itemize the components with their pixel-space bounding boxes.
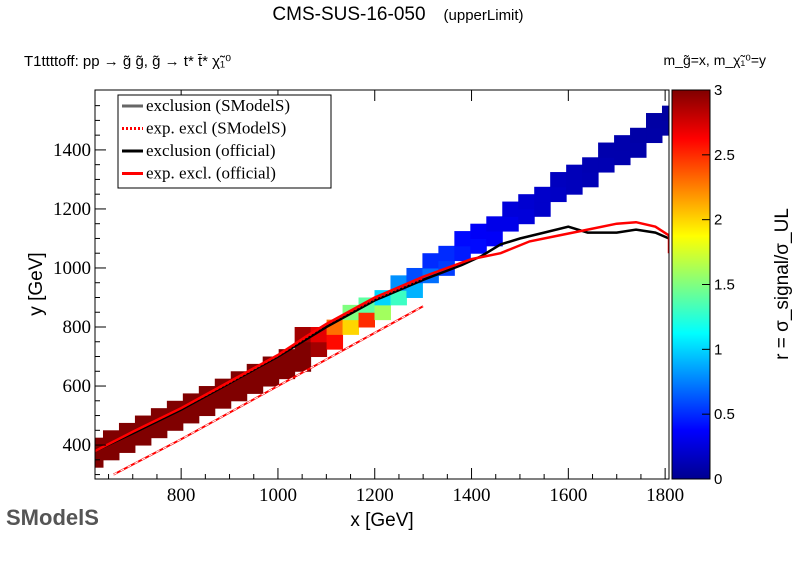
exp-excl-smodels-curve — [95, 277, 424, 452]
heatmap-cell — [342, 319, 360, 335]
heatmap-cell — [310, 341, 328, 358]
x-tick-label: 800 — [167, 485, 196, 506]
heatmap-cell — [182, 408, 200, 424]
heatmap-cell — [518, 208, 535, 225]
heatmap-cell — [134, 430, 152, 446]
heatmap-cell — [534, 186, 551, 203]
heatmap-cell — [534, 201, 551, 217]
color-scale-axis: 0 0.5 1 1.5 2 2.5 3 — [702, 82, 735, 488]
heatmap-cell — [614, 149, 631, 166]
z-tick-label: 2 — [714, 212, 722, 229]
y-axis: 400 600 800 1000 1200 1400 — [53, 105, 106, 476]
heatmap-cell — [502, 216, 519, 232]
heatmap-cell — [214, 393, 232, 409]
heatmap-cell — [630, 142, 647, 158]
heatmap-cell — [422, 253, 439, 269]
heatmap-cell — [646, 113, 663, 129]
heatmap-cell — [502, 201, 519, 217]
y-tick-label: 1000 — [53, 258, 91, 279]
heatmap-cell — [374, 304, 391, 321]
legend-label: exclusion (SModelS) — [146, 96, 290, 115]
heatmap-cell — [118, 437, 136, 453]
heatmap-cell — [438, 245, 455, 262]
x-tick-label: 1600 — [549, 485, 587, 506]
contour-curves — [95, 220, 669, 476]
heatmap-cell — [150, 422, 168, 439]
heatmap-cell — [230, 386, 248, 402]
heatmap-cell — [646, 127, 663, 144]
process-label: T1ttttoff: pp → g̃ g̃, g̃ → t* t̄* χ̃₁⁰ — [24, 53, 232, 70]
heatmap-cell — [246, 378, 264, 394]
heatmap-cell — [614, 135, 631, 151]
z-tick-label: 1 — [714, 341, 722, 358]
heatmap-cell — [566, 179, 583, 195]
axis-mapping-note: m_g̃=x, m_χ̃₁⁰=y — [663, 52, 767, 68]
heatmap-cell — [166, 415, 184, 431]
y-axis-label: y [GeV] — [26, 252, 47, 315]
heatmap-cell — [661, 105, 669, 121]
heatmap-cell — [598, 157, 615, 173]
z-tick-label: 0.5 — [714, 406, 735, 423]
smodels-logo: SModelS — [6, 505, 99, 530]
heatmap-cell — [470, 223, 487, 239]
y-tick-label: 600 — [63, 376, 92, 397]
x-tick-label: 1200 — [356, 485, 394, 506]
heatmap-cell — [390, 290, 407, 306]
heatmap-cell — [198, 400, 216, 417]
heatmap-cell — [454, 245, 471, 262]
heatmap-cell — [486, 216, 503, 232]
plot-frame — [94, 89, 670, 480]
z-tick-label: 1.5 — [714, 277, 735, 294]
exp-excl-smodels-lower-curve — [113, 305, 424, 476]
legend-label: exp. excl. (official) — [146, 164, 276, 183]
heatmap-cell — [486, 231, 503, 247]
z-tick-label: 2.5 — [714, 147, 735, 164]
x-axis-label: x [GeV] — [350, 510, 413, 531]
y-tick-label: 1200 — [53, 199, 91, 220]
legend: exclusion (SModelS) exp. excl (SModelS) ex… — [117, 94, 332, 189]
subtitle: (upperLimit) — [443, 7, 524, 24]
analysis-id: CMS-SUS-16-050 — [272, 4, 426, 25]
z-tick-label: 3 — [714, 82, 722, 99]
heatmap-cell — [598, 142, 615, 158]
x-axis: 800 1000 1200 1400 1600 1800 — [108, 90, 684, 506]
heatmap-cell — [518, 194, 535, 210]
heatmap-cell — [294, 356, 312, 372]
heatmap-cell — [454, 231, 471, 247]
heatmap-cell — [262, 371, 280, 387]
heatmap-cell — [326, 334, 344, 350]
x-tick-label: 1800 — [646, 485, 684, 506]
exclusion-official-curve — [95, 225, 669, 453]
heatmap-cell — [406, 282, 423, 298]
x-tick-label: 1000 — [259, 485, 297, 506]
exp-excl-official-curve — [95, 220, 669, 453]
heatmap-cell — [102, 445, 120, 461]
z-tick-label: 0 — [714, 471, 722, 488]
heatmap-cell — [630, 127, 647, 144]
heatmap-cells — [95, 105, 669, 468]
heatmap-cell — [550, 186, 567, 203]
legend-box — [117, 94, 332, 189]
legend-label: exclusion (official) — [146, 141, 276, 160]
x-tick-label: 1400 — [453, 485, 491, 506]
z-axis-label: r = σ_signal/σ_UL — [772, 208, 793, 360]
heatmap-cell — [294, 341, 312, 358]
heatmap-cell — [278, 363, 296, 380]
heatmap-cell — [582, 157, 599, 173]
heatmap-cell — [566, 164, 583, 180]
y-tick-label: 400 — [63, 435, 92, 456]
heatmap-cell — [661, 120, 669, 136]
heatmap-cell — [470, 238, 487, 254]
heatmap-cell — [582, 172, 599, 188]
y-tick-label: 1400 — [53, 140, 91, 161]
heatmap-cell — [358, 312, 375, 328]
chart-title: CMS-SUS-16-050 (upperLimit) — [0, 4, 796, 26]
y-tick-label: 800 — [63, 317, 92, 338]
heatmap-cell — [550, 172, 567, 188]
legend-label: exp. excl (SModelS) — [146, 119, 286, 138]
